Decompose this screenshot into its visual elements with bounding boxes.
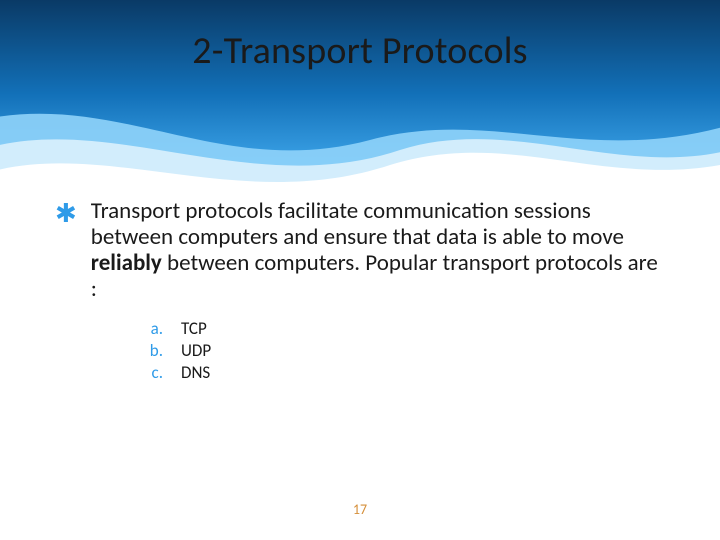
para-pre: Transport protocols facilitate communica…	[91, 197, 624, 251]
para-bold: reliably	[91, 249, 162, 277]
list-item: a. TCP	[145, 318, 665, 340]
para-post: between computers. Popular transport pro…	[91, 249, 658, 303]
sublist-label: TCP	[181, 318, 207, 340]
sublist: a. TCP b. UDP c. DNS	[145, 318, 665, 384]
list-item: b. UDP	[145, 340, 665, 362]
bullet-row: ✱ Transport protocols facilitate communi…	[55, 198, 665, 302]
sublist-letter: a.	[145, 318, 163, 340]
slide-body: ✱ Transport protocols facilitate communi…	[55, 198, 665, 384]
bullet-asterisk-icon: ✱	[55, 200, 77, 226]
list-item: c. DNS	[145, 362, 665, 384]
sublist-label: UDP	[181, 340, 211, 362]
body-paragraph: Transport protocols facilitate communica…	[91, 198, 665, 302]
slide-title: 2-Transport Protocols	[0, 28, 720, 74]
sublist-letter: c.	[145, 362, 163, 384]
page-number: 17	[0, 501, 720, 518]
sublist-letter: b.	[145, 340, 163, 362]
sublist-label: DNS	[181, 362, 210, 384]
